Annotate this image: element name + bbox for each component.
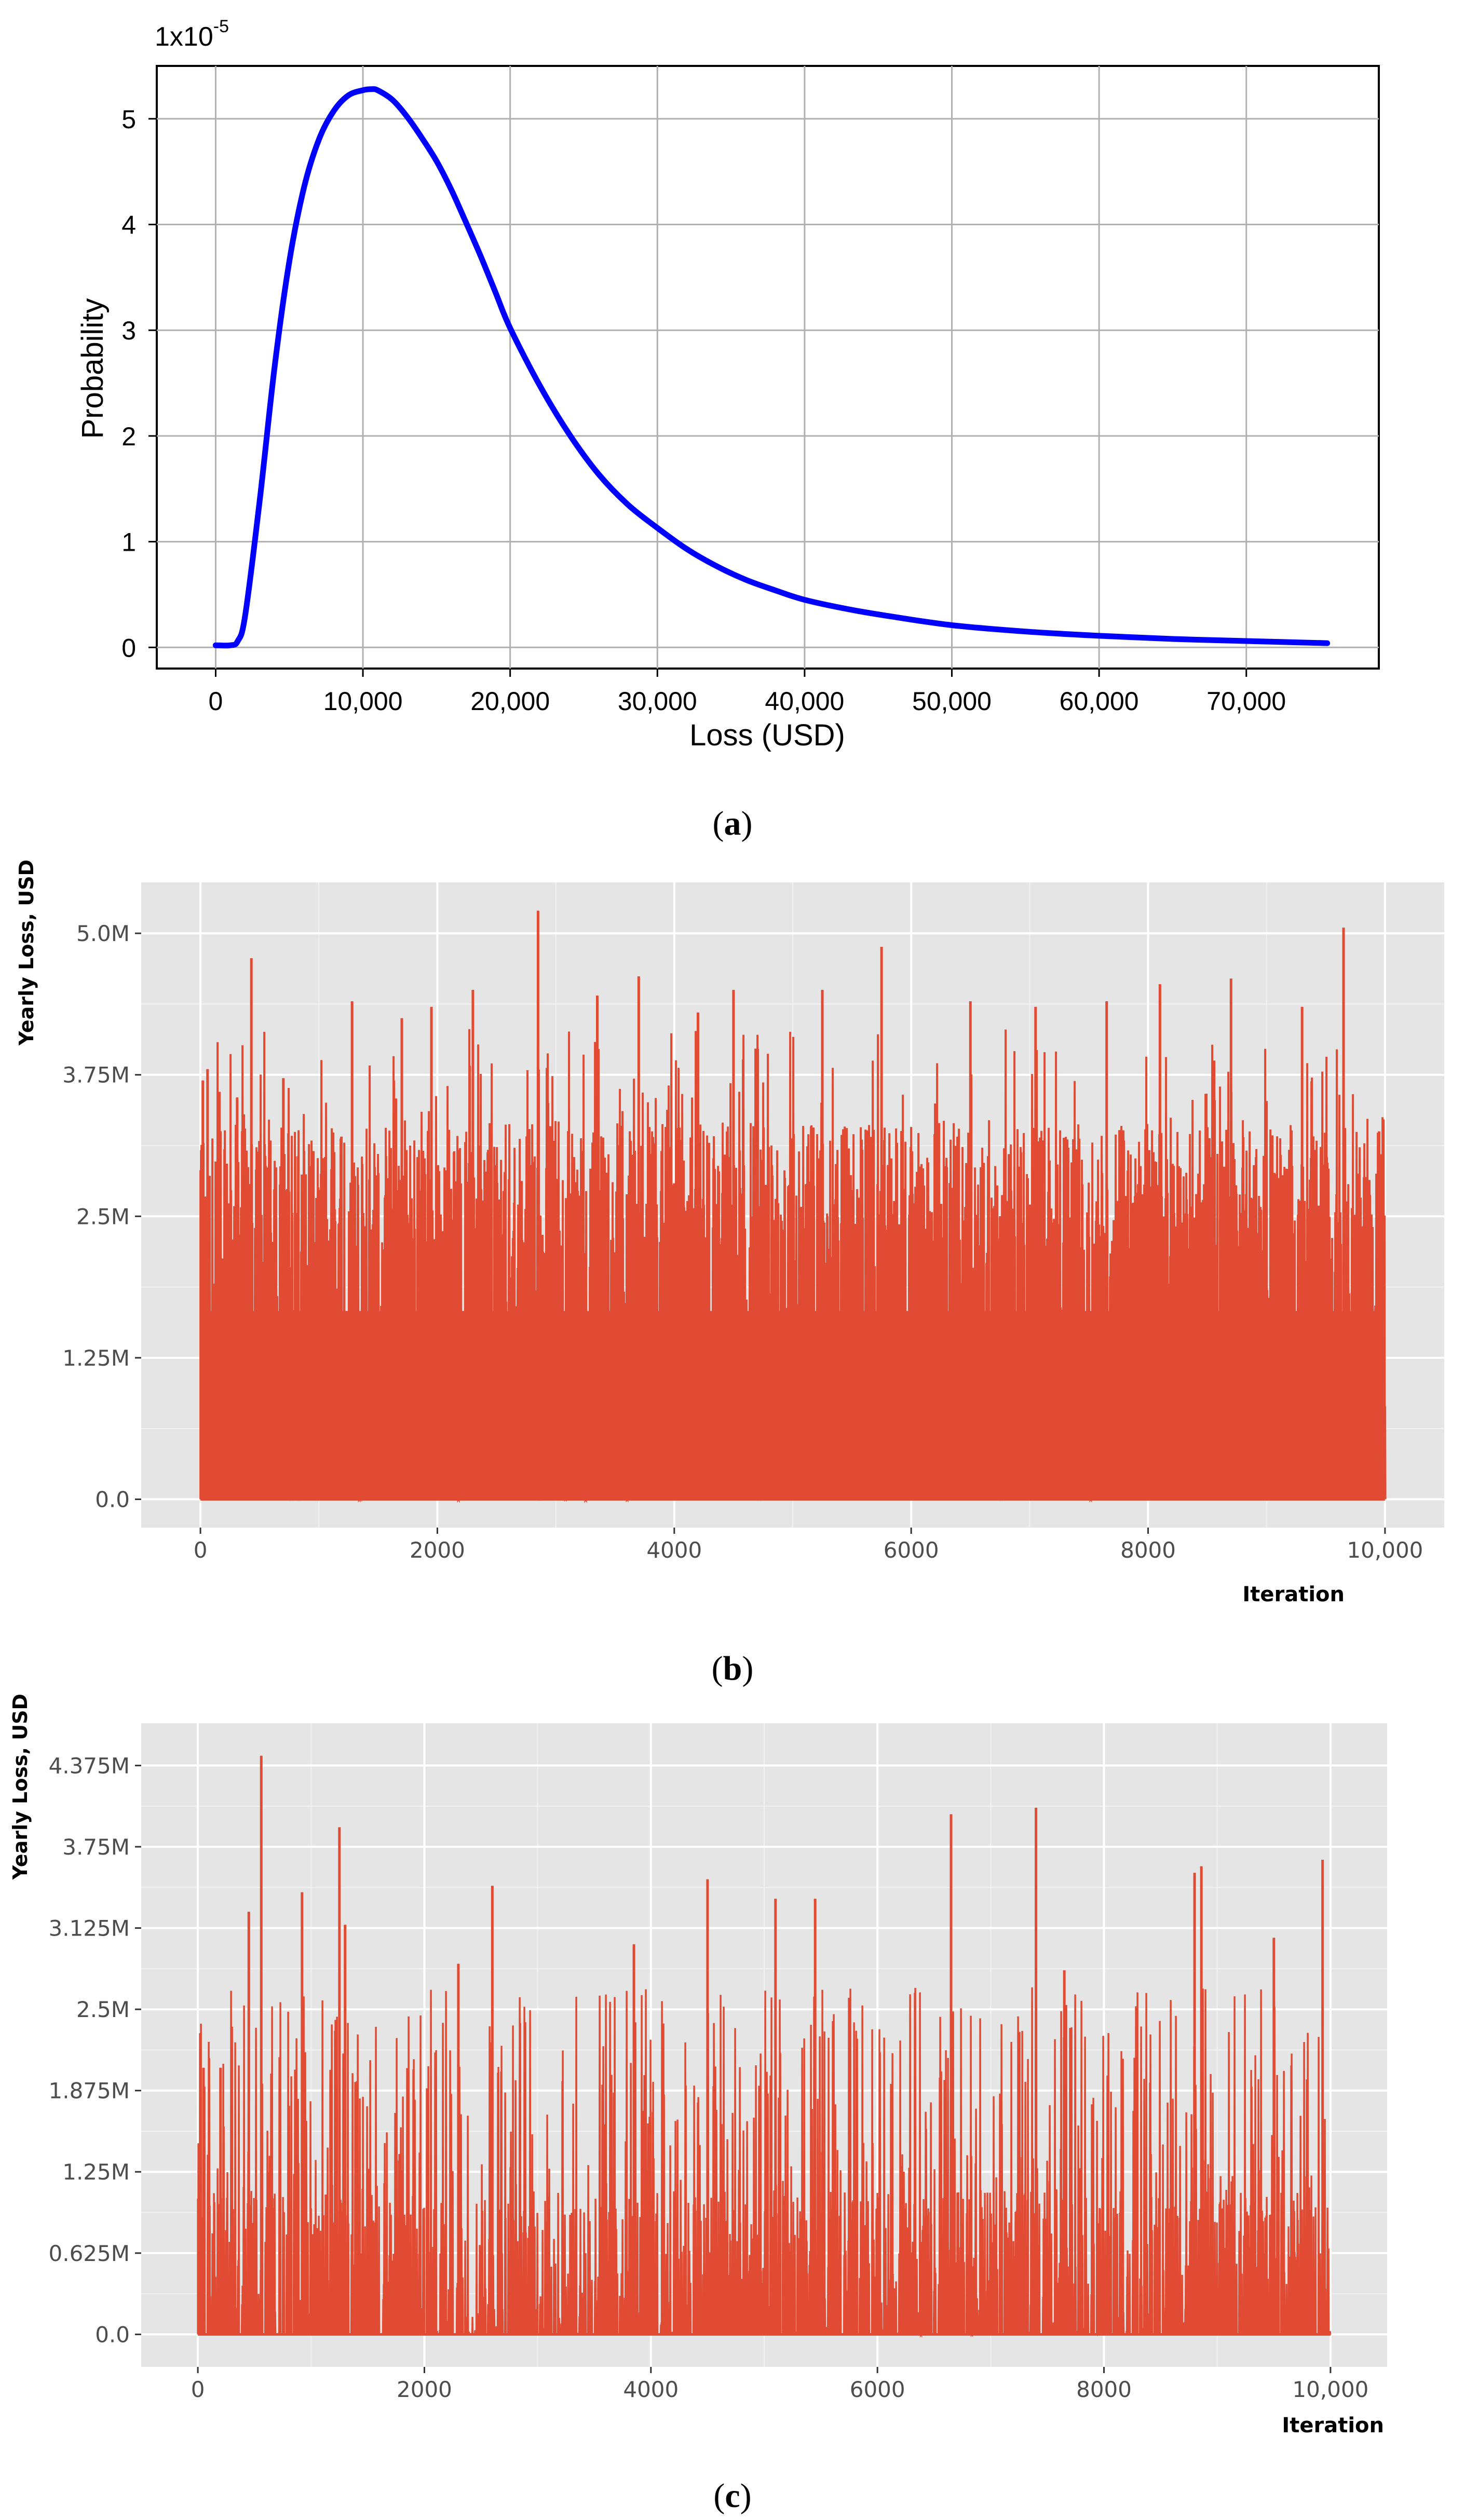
y-tick-label-a: 2 (121, 422, 136, 451)
y-multiplier-base: 1x10 (155, 22, 213, 52)
y-tick-label-c: 4.375M (49, 1753, 130, 1778)
x-tick-label-b: 10,000 (1347, 1537, 1423, 1563)
series-c (197, 1755, 1332, 2338)
chart-a: 0 10,000 20,000 30,000 40,000 50,000 60,000 70,… (76, 17, 1380, 752)
x-tick-label-c: 6000 (850, 2377, 905, 2402)
y-tick-label-c: 1.875M (49, 2078, 130, 2104)
y-tick-label-c: 0.625M (49, 2241, 130, 2266)
x-tick-label-b: 6000 (884, 1537, 939, 1563)
y-tick-label-b: 1.25M (62, 1345, 130, 1371)
x-tick-label-a: 50,000 (912, 687, 992, 716)
x-tick-label-a: 40,000 (765, 687, 844, 716)
caption-c-close: ) (740, 2477, 752, 2515)
x-tick-label-c: 2000 (397, 2377, 452, 2402)
y-tick-label-c: 3.125M (49, 1916, 130, 1941)
plot-area-a (156, 65, 1380, 670)
x-tick-label-c: 8000 (1076, 2377, 1132, 2402)
caption-c: (c) (713, 2477, 751, 2515)
y-tick-label-c: 2.5M (76, 1997, 130, 2022)
chart-b: 0 2000 4000 6000 8000 10,000 0.0 1.25M 2.5M 3.75M… (15, 860, 1444, 1606)
x-tick-label-a: 30,000 (618, 687, 697, 716)
chart-c: 0 2000 4000 6000 8000 10,000 0.0 0.625M 1.25M 1.8… (9, 1694, 1387, 2437)
caption-b-close: ) (742, 1650, 753, 1687)
x-tick-label-c: 4000 (623, 2377, 679, 2402)
y-tick-label-b: 2.5M (76, 1204, 130, 1229)
y-axis-label-b: Yearly Loss, USD (15, 860, 38, 1046)
caption-a-open: ( (713, 805, 724, 842)
y-tick-label-a: 4 (121, 211, 136, 240)
x-tick-label-a: 60,000 (1060, 687, 1139, 716)
caption-a-close: ) (741, 805, 753, 842)
caption-a-letter: a (724, 805, 741, 842)
caption-b-letter: b (723, 1650, 742, 1687)
y-tick-label-a: 1 (121, 528, 136, 557)
caption-b-open: ( (712, 1650, 723, 1687)
y-tick-label-b: 3.75M (62, 1063, 130, 1088)
ticks-c: 0 2000 4000 6000 8000 10,000 0.0 0.625M 1.25M 1.8… (49, 1753, 1369, 2402)
y-axis-label-c: Yearly Loss, USD (9, 1694, 32, 1880)
x-axis-label-a: Loss (USD) (689, 718, 845, 752)
caption-b: (b) (712, 1650, 754, 1687)
ticks-b: 0 2000 4000 6000 8000 10,000 0.0 1.25M 2.5M 3.75M… (62, 921, 1423, 1563)
y-tick-label-a: 3 (121, 316, 136, 345)
x-tick-label-b: 2000 (410, 1537, 465, 1563)
y-multiplier-exponent: -5 (213, 17, 229, 36)
y-tick-label-c: 3.75M (62, 1834, 130, 1860)
x-tick-label-a: 70,000 (1206, 687, 1286, 716)
yearly-loss-line-b (199, 910, 1387, 1504)
y-tick-label-c: 0.0 (95, 2322, 130, 2347)
caption-c-open: ( (713, 2477, 725, 2515)
x-tick-label-a: 10,000 (323, 687, 403, 716)
y-multiplier-a: 1x10-5 (155, 17, 229, 52)
x-tick-label-c: 10,000 (1292, 2377, 1368, 2402)
x-tick-label-b: 0 (194, 1537, 208, 1563)
x-tick-label-b: 4000 (646, 1537, 702, 1563)
x-axis-label-c: Iteration (1282, 2414, 1384, 2437)
caption-c-letter: c (725, 2477, 740, 2515)
density-curve (212, 86, 1331, 649)
caption-a: (a) (713, 805, 753, 842)
gridlines-a (157, 66, 1379, 669)
y-tick-label-b: 0.0 (95, 1487, 130, 1512)
y-tick-label-a: 0 (121, 633, 136, 662)
x-tick-label-c: 0 (191, 2377, 205, 2402)
y-tick-label-b: 5.0M (76, 921, 130, 946)
x-axis-label-b: Iteration (1242, 1583, 1345, 1606)
series-b (199, 910, 1387, 1504)
y-tick-label-c: 1.25M (62, 2159, 130, 2185)
y-tick-label-a: 5 (121, 105, 136, 134)
x-tick-label-b: 8000 (1120, 1537, 1176, 1563)
ticks-a: 0 10,000 20,000 30,000 40,000 50,000 60,000 70,… (121, 105, 1286, 716)
y-axis-label-a: Probability (76, 298, 110, 439)
x-tick-label-a: 0 (209, 687, 223, 716)
x-tick-label-a: 20,000 (470, 687, 550, 716)
